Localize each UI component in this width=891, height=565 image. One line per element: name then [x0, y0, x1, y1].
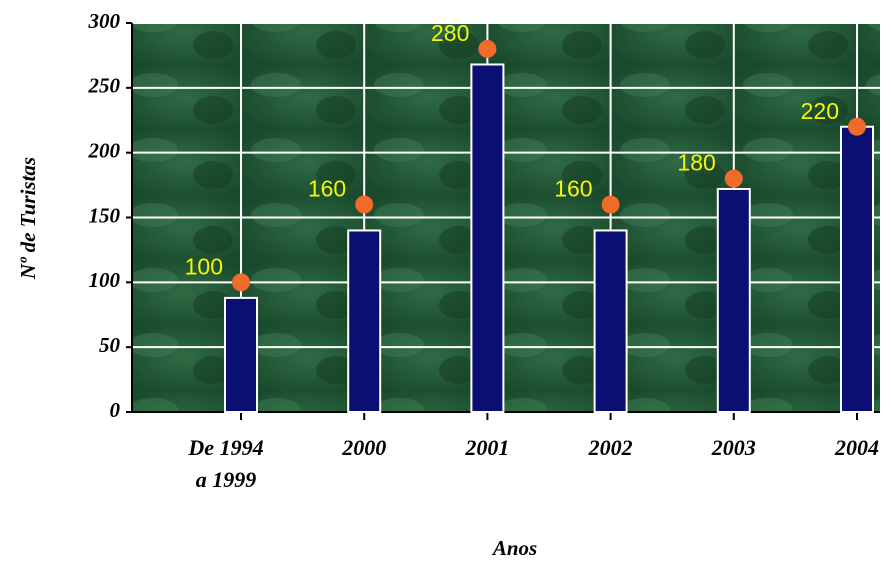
page: Nº de Turistas Anos 0 50 100 150 200 250 300 10…	[0, 0, 891, 565]
y-tick-label: 150	[89, 203, 121, 227]
x-tick-label: 2000	[304, 432, 424, 464]
y-axis-title: Nº de Turistas	[16, 157, 40, 280]
value-label: 280	[431, 20, 469, 46]
bar	[718, 189, 750, 412]
value-label: 180	[677, 150, 715, 176]
y-tick-label: 50	[99, 333, 121, 357]
bar	[471, 64, 503, 412]
y-tick-label: 200	[88, 138, 121, 162]
marker	[355, 196, 373, 214]
bar	[595, 230, 627, 412]
x-tick-label: 2004	[797, 432, 891, 464]
bar	[841, 127, 873, 412]
y-tick-label: 100	[89, 268, 121, 292]
x-tick-label: 2003	[674, 432, 794, 464]
x-tick-label: De 1994 a 1999	[181, 432, 271, 496]
y-tick-label: 0	[110, 398, 121, 422]
value-label: 160	[308, 176, 346, 202]
chart: Nº de Turistas Anos 0 50 100 150 200 250 300 10…	[0, 0, 891, 565]
x-tick-label: 2001	[427, 432, 547, 464]
value-label: 100	[185, 253, 223, 279]
marker	[848, 118, 866, 136]
value-label: 220	[801, 98, 839, 124]
marker	[232, 273, 250, 291]
value-label: 160	[554, 176, 592, 202]
x-tick-label: 2002	[551, 432, 671, 464]
bar	[225, 298, 257, 412]
marker	[478, 40, 496, 58]
marker	[725, 170, 743, 188]
marker	[602, 196, 620, 214]
y-tick-label: 300	[88, 9, 121, 33]
x-axis-title: Anos	[491, 536, 537, 560]
bar	[348, 230, 380, 412]
y-tick-label: 250	[88, 74, 121, 98]
